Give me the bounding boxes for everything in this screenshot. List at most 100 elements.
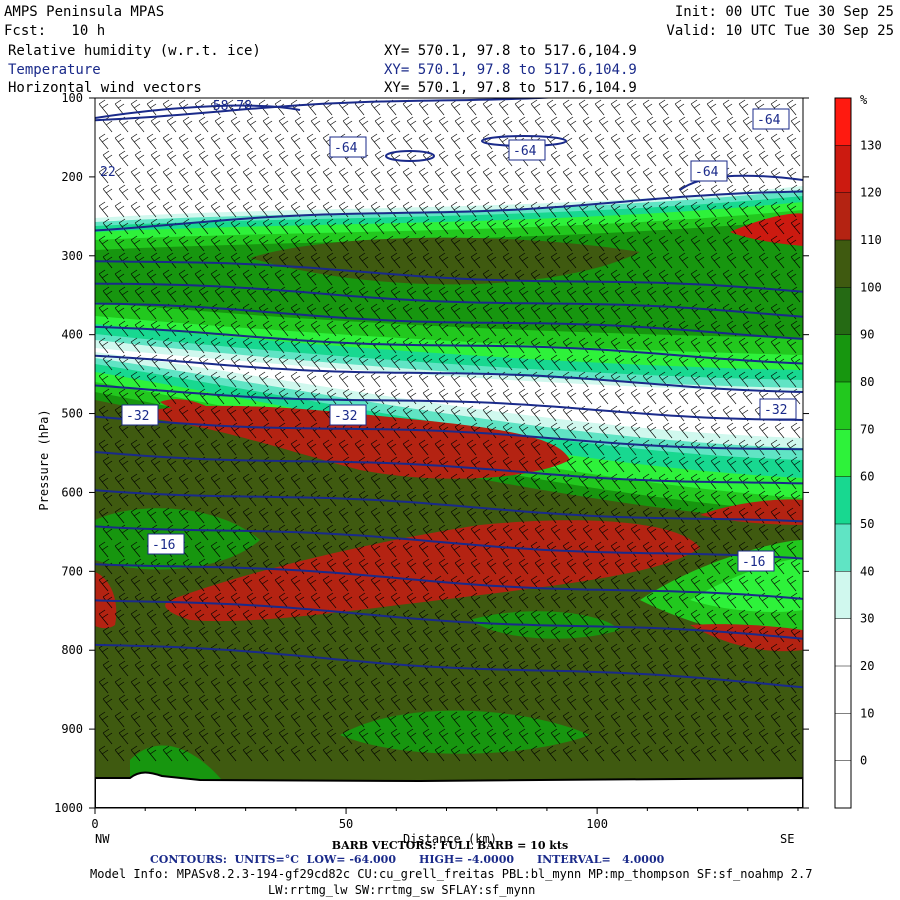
isotherm bbox=[95, 302, 803, 340]
contour-label: -64 bbox=[513, 144, 537, 159]
forecast-hour: Fcst: 10 h bbox=[4, 23, 106, 39]
plot-frame bbox=[94, 97, 804, 809]
colorbar-segment bbox=[835, 287, 851, 335]
contour-label: -16 bbox=[152, 538, 175, 553]
isotherm bbox=[95, 415, 803, 451]
isotherm bbox=[95, 282, 803, 318]
contour-label: -58.78 bbox=[205, 99, 252, 114]
barb-note: BARB VECTORS: FULL BARB = 10 kts bbox=[331, 839, 569, 852]
valid-time: Valid: 10 UTC Tue 30 Sep 25 bbox=[666, 23, 894, 39]
rh-red-middle bbox=[165, 520, 700, 622]
model-info-physics: LW:rrtmg_lw SW:rrtmg_sw SFLAY:sf_mynn bbox=[268, 883, 536, 897]
y-tick-label: 900 bbox=[61, 722, 83, 736]
colorbar-segment bbox=[835, 713, 851, 761]
isotherm bbox=[95, 260, 803, 293]
colorbar-segment bbox=[835, 524, 851, 572]
colorbar-tick-label: 110 bbox=[860, 233, 882, 247]
colorbar-segment bbox=[835, 192, 851, 240]
rh-band-upper-red bbox=[730, 213, 803, 246]
contour-label: 22 bbox=[100, 165, 116, 180]
contour-label: -64 bbox=[695, 165, 719, 180]
colorbar-unit: % bbox=[860, 93, 868, 107]
isotherm bbox=[95, 599, 803, 640]
field-temp-label: Temperature bbox=[8, 62, 101, 78]
colorbar-segment bbox=[835, 145, 851, 193]
contour-label: -32 bbox=[126, 409, 149, 424]
colorbar-segment bbox=[835, 760, 851, 808]
contour-info: CONTOURS: UNITS=°C LOW= -64.000 HIGH= -4… bbox=[150, 853, 665, 866]
colorbar-tick-label: 70 bbox=[860, 422, 874, 436]
colorbar-segment bbox=[835, 476, 851, 524]
isotherm bbox=[95, 98, 560, 122]
x-axis: 0 50 100 bbox=[91, 808, 799, 831]
isotherm-closed bbox=[385, 150, 435, 162]
isotherm bbox=[95, 190, 803, 232]
colorbar-segment bbox=[835, 382, 851, 430]
temperature-contours bbox=[95, 98, 803, 689]
isotherm bbox=[95, 325, 803, 365]
colorbar-segment bbox=[835, 429, 851, 477]
colorbar-tick-label: 10 bbox=[860, 706, 874, 720]
colorbar-frame bbox=[834, 97, 852, 809]
rh-lower-olive bbox=[95, 400, 803, 808]
colorbar-tick-label: 130 bbox=[860, 138, 882, 152]
isotherm bbox=[95, 354, 803, 393]
colorbar-tick-label: 20 bbox=[860, 659, 874, 673]
rh-red-upper bbox=[150, 405, 570, 479]
model-title: AMPS Peninsula MPAS bbox=[4, 4, 165, 20]
y-tick-label: 500 bbox=[61, 407, 83, 421]
colorbar-segment bbox=[835, 571, 851, 619]
x-tick-label: 0 bbox=[91, 817, 98, 831]
terrain bbox=[95, 771, 803, 808]
y-tick-label: 200 bbox=[61, 170, 83, 184]
y-axis: 100 200 300 400 500 600 700 800 900 1000 bbox=[54, 91, 809, 815]
contour-label: -32 bbox=[764, 403, 787, 418]
y-tick-label: 800 bbox=[61, 643, 83, 657]
colorbar-tick-label: 60 bbox=[860, 470, 874, 484]
contour-label: -64 bbox=[334, 141, 358, 156]
colorbar-segment bbox=[835, 618, 851, 666]
colorbar-segment bbox=[835, 334, 851, 382]
colorbar-segment bbox=[835, 666, 851, 714]
y-tick-label: 300 bbox=[61, 249, 83, 263]
colorbar-tick-label: 120 bbox=[860, 186, 882, 200]
colorbar-tick-label: 100 bbox=[860, 280, 882, 294]
colorbar-tick-label: 30 bbox=[860, 612, 874, 626]
contour-label: -16 bbox=[742, 555, 765, 570]
y-axis-label: Pressure (hPa) bbox=[37, 409, 51, 510]
left-endpoint: NW bbox=[95, 832, 110, 846]
y-tick-label: 400 bbox=[61, 328, 83, 342]
isotherm bbox=[95, 563, 803, 600]
field-rh-label: Relative humidity (w.r.t. ice) bbox=[8, 43, 261, 59]
contour-label: -32 bbox=[334, 409, 357, 424]
field-wind-label: Horizontal wind vectors bbox=[8, 80, 202, 96]
y-tick-label: 100 bbox=[61, 91, 83, 105]
field-wind-xy: XY= 570.1, 97.8 to 517.6,104.9 bbox=[384, 80, 637, 96]
colorbar-tick-label: 90 bbox=[860, 328, 874, 342]
x-tick-label: 100 bbox=[586, 817, 608, 831]
contour-labels: -64 -64 -64 -64 -32 -32 -32 -16 -16 -58.… bbox=[100, 99, 797, 572]
isotherm bbox=[95, 525, 803, 560]
isotherm bbox=[95, 451, 803, 485]
contour-label: -64 bbox=[757, 113, 781, 128]
model-info: Model Info: MPASv8.2.3-194-gf29cd82c CU:… bbox=[90, 867, 813, 881]
y-tick-label: 700 bbox=[61, 564, 83, 578]
y-tick-label: 600 bbox=[61, 485, 83, 499]
rh-band-upper-olive bbox=[250, 237, 640, 285]
colorbar: 0 10 20 30 40 50 60 70 80 90 100 110 120 130 bbox=[835, 98, 882, 808]
colorbar-tick-label: 0 bbox=[860, 754, 867, 768]
x-axis-label: Distance (km) bbox=[403, 832, 497, 846]
colorbar-tick-label: 40 bbox=[860, 564, 874, 578]
colorbar-segment bbox=[835, 240, 851, 288]
colorbar-tick-label: 80 bbox=[860, 375, 874, 389]
isotherm bbox=[95, 643, 803, 689]
right-endpoint: SE bbox=[780, 832, 794, 846]
isotherm bbox=[95, 384, 803, 421]
y-tick-label: 1000 bbox=[54, 801, 83, 815]
colorbar-segment bbox=[835, 98, 851, 146]
wind-barbs bbox=[98, 99, 801, 762]
x-tick-label: 50 bbox=[339, 817, 353, 831]
isotherm bbox=[95, 489, 803, 523]
init-time: Init: 00 UTC Tue 30 Sep 25 bbox=[674, 4, 894, 20]
